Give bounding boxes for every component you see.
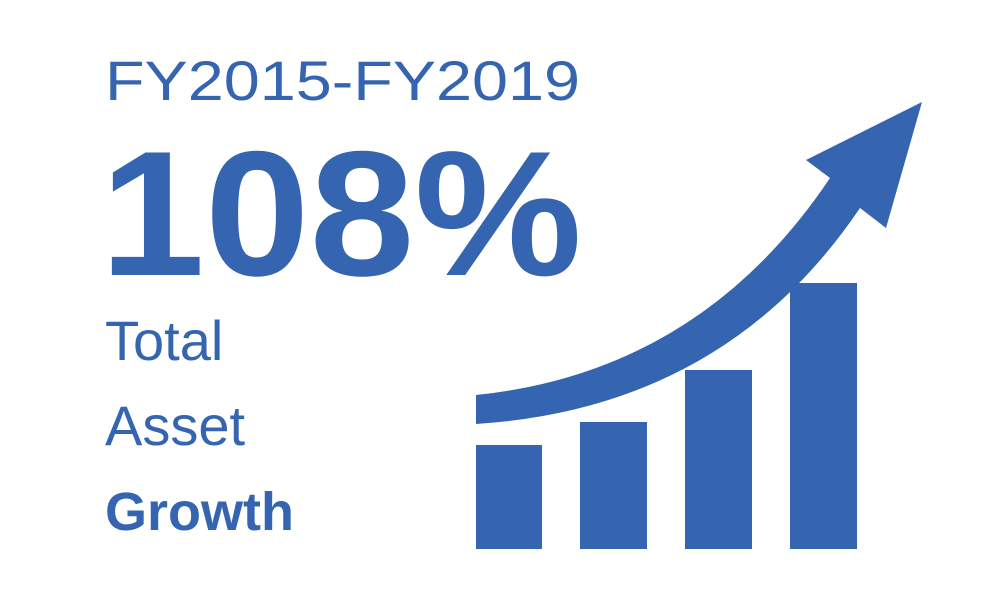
caption-line: Total [105,309,223,372]
icon-bar [476,445,542,549]
icon-arrow [476,102,922,424]
icon-bar [790,283,857,549]
figure: 108% [100,114,582,313]
period: FY2015-FY2019 [105,49,580,112]
icon-bar [685,370,752,549]
caption-line: Growth [105,482,294,542]
icon-bar [580,422,647,549]
growth-icon [476,102,922,549]
caption-line: Asset [105,394,245,457]
